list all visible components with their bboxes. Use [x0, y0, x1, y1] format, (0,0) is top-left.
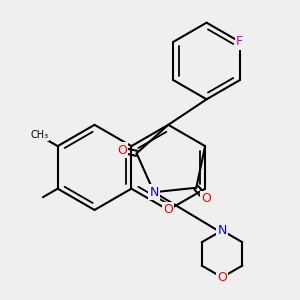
- Text: O: O: [163, 203, 173, 217]
- Text: O: O: [117, 144, 127, 157]
- Text: O: O: [217, 271, 227, 284]
- Text: CH₃: CH₃: [30, 130, 48, 140]
- Text: N: N: [149, 186, 159, 199]
- Text: F: F: [236, 35, 243, 48]
- Text: O: O: [201, 192, 211, 205]
- Text: N: N: [218, 224, 227, 237]
